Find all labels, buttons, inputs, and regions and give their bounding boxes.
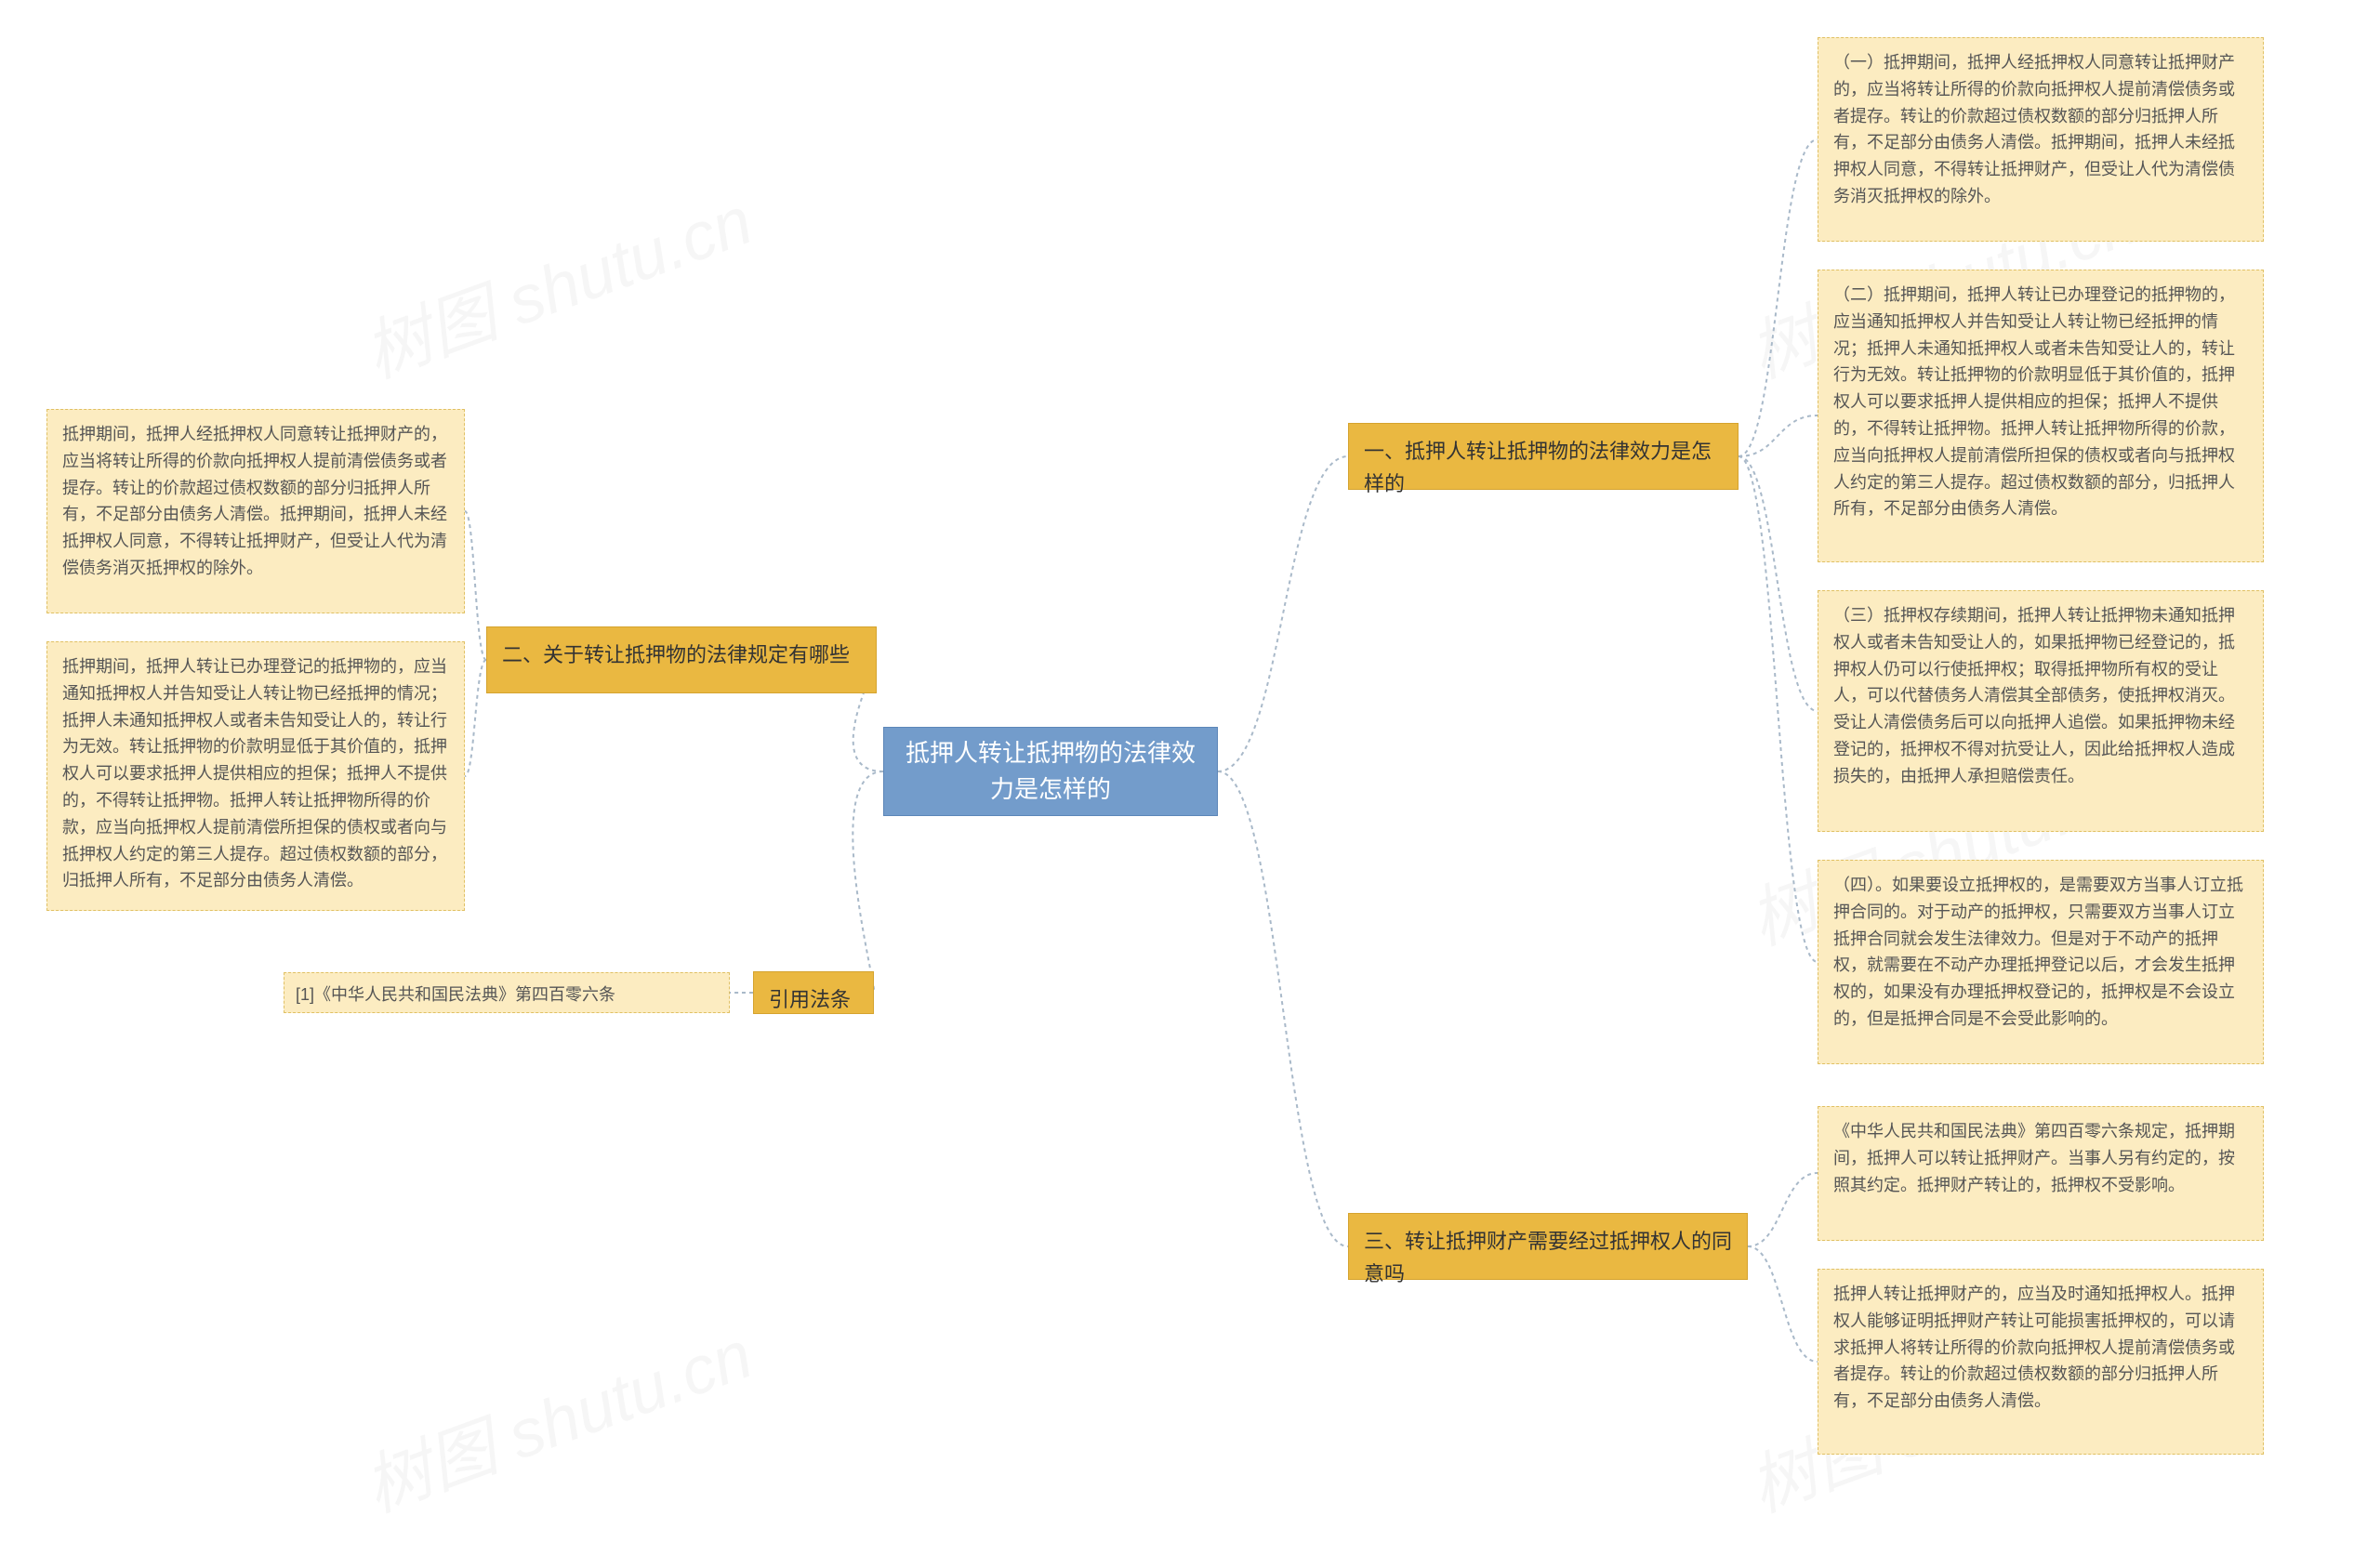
leaf-node-1-1: （一）抵押期间，抵押人经抵押权人同意转让抵押财产的，应当将转让所得的价款向抵押权… [1818, 37, 2264, 242]
leaf-text: （一）抵押期间，抵押人经抵押权人同意转让抵押财产的，应当将转让所得的价款向抵押权… [1833, 53, 2235, 205]
leaf-node-3-1: 《中华人民共和国民法典》第四百零六条规定，抵押期间，抵押人可以转让抵押财产。当事… [1818, 1106, 2264, 1241]
leaf-node-1-2: （二）抵押期间，抵押人转让已办理登记的抵押物的，应当通知抵押权人并告知受让人转让… [1818, 270, 2264, 562]
leaf-node-1-4: （四）。如果要设立抵押权的，是需要双方当事人订立抵押合同的。对于动产的抵押权，只… [1818, 860, 2264, 1064]
leaf-text: 抵押人转让抵押财产的，应当及时通知抵押权人。抵押权人能够证明抵押财产转让可能损害… [1833, 1285, 2235, 1410]
branch-node-3: 三、转让抵押财产需要经过抵押权人的同意吗 [1348, 1213, 1748, 1280]
branch-node-label: 引用法条 [769, 988, 851, 1011]
leaf-node-4-1: [1]《中华人民共和国民法典》第四百零六条 [284, 972, 730, 1013]
branch-node-4: 引用法条 [753, 971, 874, 1014]
watermark: 树图 shutu.cn [349, 166, 763, 397]
leaf-text: 抵押期间，抵押人经抵押权人同意转让抵押财产的，应当将转让所得的价款向抵押权人提前… [62, 425, 447, 577]
branch-node-label: 一、抵押人转让抵押物的法律效力是怎样的 [1364, 440, 1712, 495]
watermark: 树图 shutu.cn [349, 1300, 763, 1531]
branch-node-label: 三、转让抵押财产需要经过抵押权人的同意吗 [1364, 1230, 1732, 1285]
branch-node-1: 一、抵押人转让抵押物的法律效力是怎样的 [1348, 423, 1739, 490]
leaf-node-3-2: 抵押人转让抵押财产的，应当及时通知抵押权人。抵押权人能够证明抵押财产转让可能损害… [1818, 1269, 2264, 1455]
leaf-text: （四）。如果要设立抵押权的，是需要双方当事人订立抵押合同的。对于动产的抵押权，只… [1833, 876, 2243, 1028]
center-node: 抵押人转让抵押物的法律效力是怎样的 [883, 727, 1218, 816]
center-node-text: 抵押人转让抵押物的法律效力是怎样的 [899, 735, 1202, 808]
leaf-node-2-2: 抵押期间，抵押人转让已办理登记的抵押物的，应当通知抵押权人并告知受让人转让物已经… [46, 641, 465, 911]
leaf-text: （二）抵押期间，抵押人转让已办理登记的抵押物的，应当通知抵押权人并告知受让人转让… [1833, 285, 2235, 518]
leaf-node-1-3: （三）抵押权存续期间，抵押人转让抵押物未通知抵押权人或者未告知受让人的，如果抵押… [1818, 590, 2264, 832]
branch-node-2: 二、关于转让抵押物的法律规定有哪些 [486, 626, 877, 693]
leaf-node-2-1: 抵押期间，抵押人经抵押权人同意转让抵押财产的，应当将转让所得的价款向抵押权人提前… [46, 409, 465, 613]
leaf-text: 抵押期间，抵押人转让已办理登记的抵押物的，应当通知抵押权人并告知受让人转让物已经… [62, 657, 447, 889]
leaf-text: （三）抵押权存续期间，抵押人转让抵押物未通知抵押权人或者未告知受让人的，如果抵押… [1833, 606, 2235, 785]
leaf-text: 《中华人民共和国民法典》第四百零六条规定，抵押期间，抵押人可以转让抵押财产。当事… [1833, 1122, 2235, 1194]
branch-node-label: 二、关于转让抵押物的法律规定有哪些 [502, 643, 850, 666]
leaf-text: [1]《中华人民共和国民法典》第四百零六条 [296, 985, 615, 1004]
